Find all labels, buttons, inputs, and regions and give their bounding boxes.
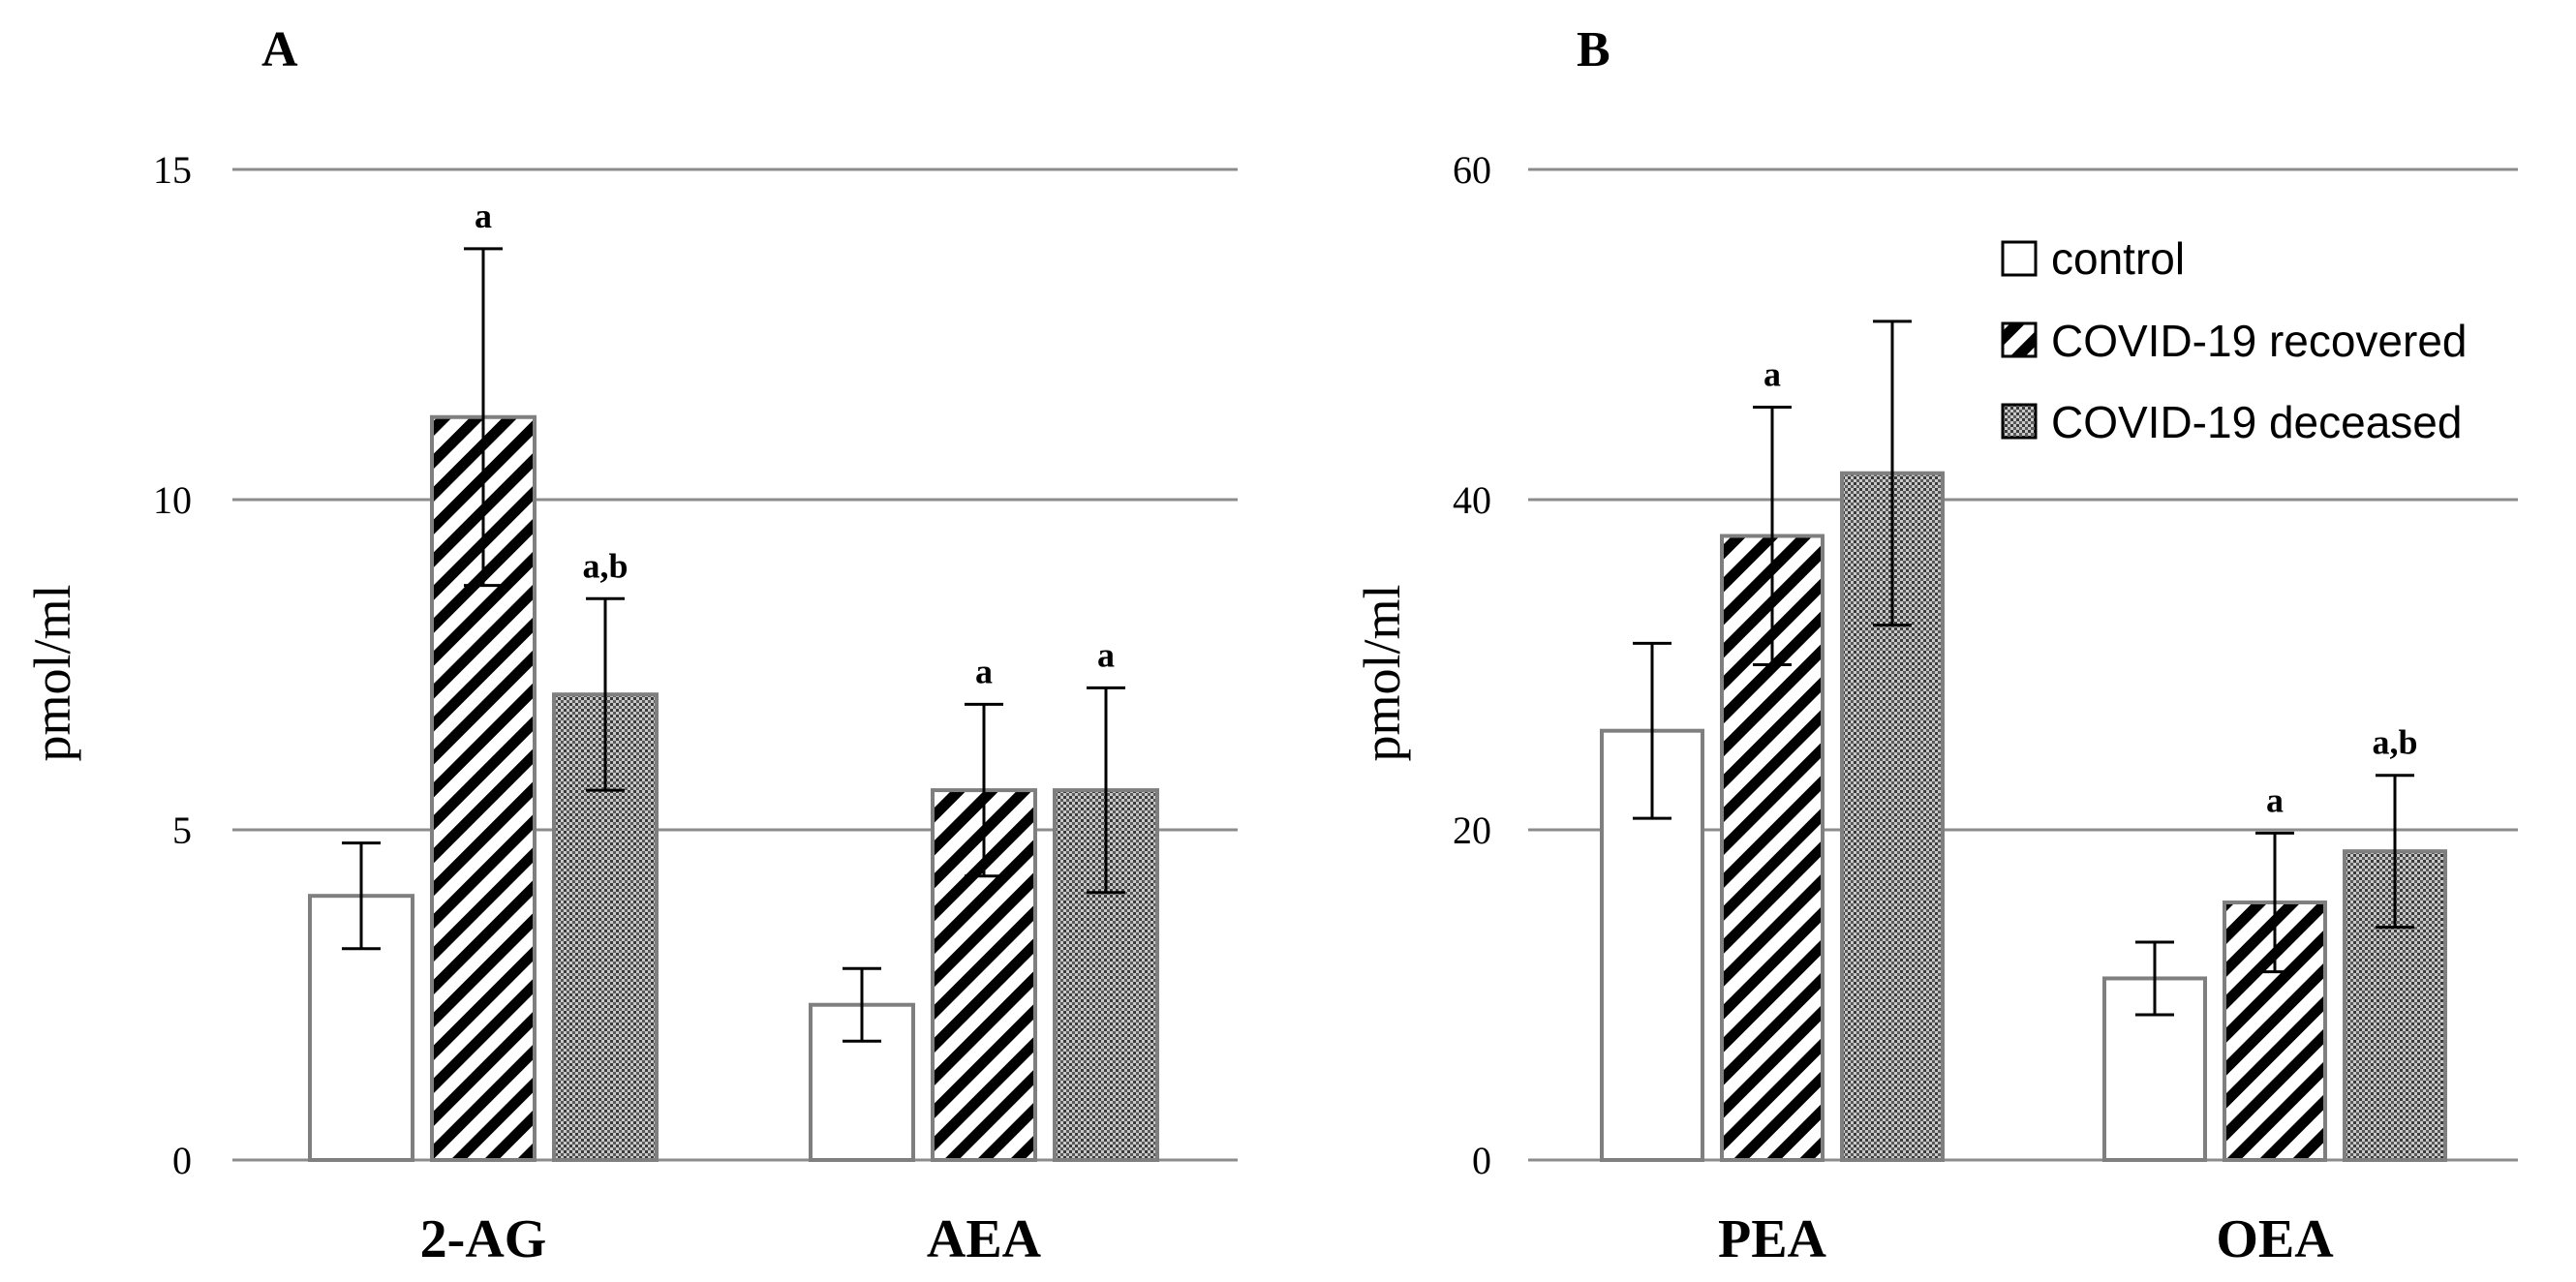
panel-b: B pmol/ml 0 20 40 60 a PEA a a,b OEA <box>1353 22 2518 1269</box>
panel-a-ytick: 15 <box>153 148 192 192</box>
error-bar-pea-control <box>1633 641 1671 820</box>
sig-label-pea-recovered: a <box>1763 355 1781 394</box>
panel-a: A pmol/ml 0 5 10 15 a a,b 2-AG a a AEA <box>23 22 1238 1269</box>
panel-a-bars: a a,b 2-AG a a AEA <box>308 197 1159 1269</box>
category-label-pea: PEA <box>1718 1209 1827 1269</box>
panel-b-ytick: 60 <box>1453 148 1491 192</box>
legend-label-control: control <box>2051 233 2185 284</box>
legend-label-deceased: COVID-19 deceased <box>2051 397 2462 447</box>
error-bar-2-ag-recovered <box>464 247 503 588</box>
category-label-oea: OEA <box>2216 1209 2334 1269</box>
panel-b-bars: a PEA a a,b OEA <box>1600 320 2447 1269</box>
sig-label-2-ag-recovered: a <box>475 197 492 235</box>
error-bar-oea-deceased <box>2376 774 2414 930</box>
error-bar-aea-deceased <box>1087 686 1125 895</box>
error-bar-2-ag-control <box>342 841 381 951</box>
error-bar-oea-control <box>2135 940 2174 1017</box>
category-label-2-ag: 2-AG <box>420 1209 547 1269</box>
sig-label-aea-deceased: a <box>1097 635 1115 674</box>
error-bar-aea-recovered <box>965 702 1003 878</box>
legend-swatch-control <box>2001 240 2038 277</box>
sig-label-aea-recovered: a <box>975 652 993 690</box>
error-bar-pea-deceased <box>1873 320 1912 627</box>
sig-label-2-ag-deceased: a,b <box>582 546 628 585</box>
error-bar-oea-recovered <box>2255 831 2294 974</box>
sig-label-oea-deceased: a,b <box>2372 723 2417 762</box>
error-bar-aea-control <box>843 966 881 1043</box>
legend: control COVID-19 recovered COVID-19 dece… <box>2001 233 2468 447</box>
legend-label-recovered: COVID-19 recovered <box>2051 316 2468 366</box>
sig-label-oea-recovered: a <box>2266 780 2284 819</box>
panel-a-ytick: 10 <box>153 478 192 522</box>
error-bar-pea-recovered <box>1753 406 1792 666</box>
panel-a-ytick: 0 <box>172 1139 192 1182</box>
legend-swatch-recovered <box>2001 321 2038 358</box>
panel-b-ylabel: pmol/ml <box>1353 584 1411 761</box>
legend-swatch-deceased <box>2001 403 2038 440</box>
panel-b-ytick: 40 <box>1453 478 1491 522</box>
panel-a-ytick: 5 <box>172 809 192 852</box>
category-label-aea: AEA <box>927 1209 1042 1269</box>
panel-b-ytick: 0 <box>1472 1139 1491 1182</box>
panel-a-ylabel: pmol/ml <box>23 584 81 761</box>
error-bar-2-ag-deceased <box>586 596 625 792</box>
panel-b-letter: B <box>1577 22 1610 77</box>
panel-a-letter: A <box>261 22 298 77</box>
panel-b-ytick: 20 <box>1453 809 1491 852</box>
